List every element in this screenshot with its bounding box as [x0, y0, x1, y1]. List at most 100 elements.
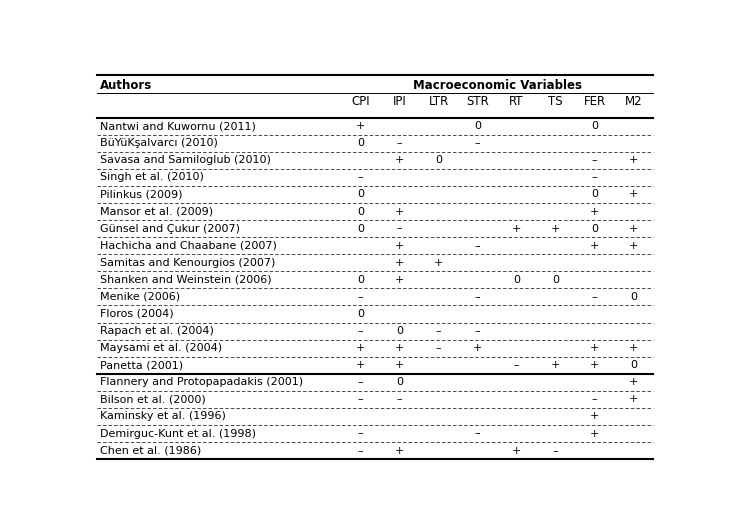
Text: –: – — [358, 172, 363, 182]
Text: 0: 0 — [630, 292, 637, 302]
Text: +: + — [395, 360, 404, 370]
Text: Samitas and Kenourgios (2007): Samitas and Kenourgios (2007) — [100, 258, 275, 268]
Text: 0: 0 — [357, 275, 364, 285]
Text: Kaminsky et al. (1996): Kaminsky et al. (1996) — [100, 412, 226, 422]
Text: RT: RT — [509, 95, 524, 108]
Text: –: – — [475, 240, 480, 250]
Text: Chen et al. (1986): Chen et al. (1986) — [100, 446, 201, 456]
Text: IPI: IPI — [393, 95, 406, 108]
Text: 0: 0 — [357, 138, 364, 148]
Text: +: + — [356, 121, 365, 131]
Text: +: + — [395, 240, 404, 250]
Text: +: + — [395, 206, 404, 216]
Text: FER: FER — [583, 95, 605, 108]
Text: Panetta (2001): Panetta (2001) — [100, 360, 183, 370]
Text: Hachicha and Chaabane (2007): Hachicha and Chaabane (2007) — [100, 240, 277, 250]
Text: M2: M2 — [625, 95, 643, 108]
Text: Savasa and Samiloglub (2010): Savasa and Samiloglub (2010) — [100, 155, 271, 165]
Text: Demirguc-Kunt et al. (1998): Demirguc-Kunt et al. (1998) — [100, 428, 256, 438]
Text: –: – — [358, 446, 363, 456]
Text: Singh et al. (2010): Singh et al. (2010) — [100, 172, 204, 182]
Text: 0: 0 — [591, 224, 598, 234]
Text: 0: 0 — [591, 121, 598, 131]
Text: –: – — [358, 326, 363, 336]
Text: +: + — [395, 446, 404, 456]
Text: 0: 0 — [357, 190, 364, 200]
Text: +: + — [629, 343, 638, 353]
Text: –: – — [475, 428, 480, 438]
Text: +: + — [629, 394, 638, 404]
Text: Shanken and Weinstein (2006): Shanken and Weinstein (2006) — [100, 275, 272, 285]
Text: Flannery and Protopapadakis (2001): Flannery and Protopapadakis (2001) — [100, 377, 303, 387]
Text: –: – — [591, 172, 597, 182]
Text: +: + — [629, 240, 638, 250]
Text: –: – — [591, 155, 597, 165]
Text: +: + — [395, 155, 404, 165]
Text: +: + — [629, 190, 638, 200]
Text: BüYüKşalvarcı (2010): BüYüKşalvarcı (2010) — [100, 138, 218, 148]
Text: +: + — [551, 360, 560, 370]
Text: –: – — [553, 446, 559, 456]
Text: –: – — [358, 428, 363, 438]
Text: –: – — [358, 394, 363, 404]
Text: +: + — [473, 343, 482, 353]
Text: +: + — [590, 343, 600, 353]
Text: CPI: CPI — [351, 95, 370, 108]
Text: –: – — [397, 138, 403, 148]
Text: +: + — [356, 343, 365, 353]
Text: STR: STR — [466, 95, 489, 108]
Text: 0: 0 — [357, 206, 364, 216]
Text: Pilinkus (2009): Pilinkus (2009) — [100, 190, 182, 200]
Text: +: + — [629, 224, 638, 234]
Text: 0: 0 — [396, 326, 403, 336]
Text: 0: 0 — [396, 377, 403, 387]
Text: –: – — [514, 360, 520, 370]
Text: +: + — [590, 240, 600, 250]
Text: +: + — [356, 360, 365, 370]
Text: +: + — [590, 428, 600, 438]
Text: +: + — [590, 360, 600, 370]
Text: +: + — [629, 377, 638, 387]
Text: +: + — [590, 206, 600, 216]
Text: –: – — [397, 224, 403, 234]
Text: 0: 0 — [357, 309, 364, 319]
Text: +: + — [395, 275, 404, 285]
Text: Menike (2006): Menike (2006) — [100, 292, 180, 302]
Text: –: – — [358, 292, 363, 302]
Text: +: + — [512, 224, 521, 234]
Text: +: + — [590, 412, 600, 422]
Text: Floros (2004): Floros (2004) — [100, 309, 173, 319]
Text: 0: 0 — [474, 121, 481, 131]
Text: +: + — [629, 155, 638, 165]
Text: –: – — [436, 326, 441, 336]
Text: –: – — [591, 394, 597, 404]
Text: Macroeconomic Variables: Macroeconomic Variables — [413, 79, 582, 92]
Text: 0: 0 — [630, 360, 637, 370]
Text: –: – — [358, 377, 363, 387]
Text: 0: 0 — [552, 275, 559, 285]
Text: –: – — [475, 138, 480, 148]
Text: Mansor et al. (2009): Mansor et al. (2009) — [100, 206, 213, 216]
Text: Nantwi and Kuwornu (2011): Nantwi and Kuwornu (2011) — [100, 121, 256, 131]
Text: –: – — [397, 394, 403, 404]
Text: Bilson et al. (2000): Bilson et al. (2000) — [100, 394, 206, 404]
Text: +: + — [434, 258, 444, 268]
Text: 0: 0 — [357, 224, 364, 234]
Text: TS: TS — [548, 95, 563, 108]
Text: Rapach et al. (2004): Rapach et al. (2004) — [100, 326, 214, 336]
Text: –: – — [591, 292, 597, 302]
Text: Maysami et al. (2004): Maysami et al. (2004) — [100, 343, 222, 353]
Text: +: + — [551, 224, 560, 234]
Text: –: – — [475, 326, 480, 336]
Text: +: + — [512, 446, 521, 456]
Text: Günsel and Çukur (2007): Günsel and Çukur (2007) — [100, 224, 240, 234]
Text: –: – — [475, 292, 480, 302]
Text: 0: 0 — [591, 190, 598, 200]
Text: +: + — [395, 258, 404, 268]
Text: LTR: LTR — [428, 95, 449, 108]
Text: +: + — [395, 343, 404, 353]
Text: –: – — [436, 343, 441, 353]
Text: 0: 0 — [513, 275, 520, 285]
Text: Authors: Authors — [100, 79, 152, 92]
Text: 0: 0 — [435, 155, 442, 165]
